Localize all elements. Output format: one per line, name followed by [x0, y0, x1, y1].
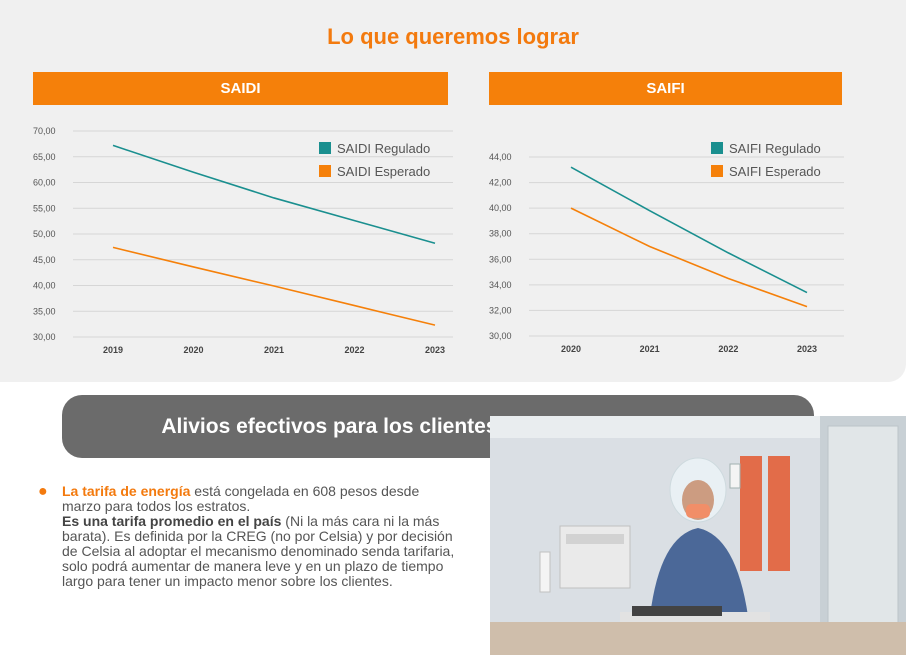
saifi-y-tick: 32,00 [489, 305, 512, 315]
saidi-y-tick: 40,00 [33, 281, 56, 291]
saidi-x-tick: 2022 [344, 345, 364, 355]
saifi-x-tick: 2022 [718, 344, 738, 354]
saidi-legend-swatch-2 [319, 165, 331, 177]
saifi-y-tick: 34,00 [489, 280, 512, 290]
saidi-line-chart: 70,00 65,00 60,00 55,00 50,00 45,00 40,00 35,00… [33, 126, 453, 355]
saidi-y-tick: 30,00 [33, 332, 56, 342]
saifi-x-tick: 2023 [797, 344, 817, 354]
page-title: Lo que queremos lograr [327, 24, 579, 49]
saifi-y-tick: 42,00 [489, 178, 512, 188]
saidi-y-tick: 55,00 [33, 203, 56, 213]
tariff-bullet: ● La tarifa de energía está congelada en… [38, 483, 460, 589]
tariff-highlight: La tarifa de energía [62, 483, 191, 499]
saidi-x-tick: 2020 [183, 345, 203, 355]
saifi-legend-label-2: SAIFI Esperado [729, 164, 821, 179]
saidi-series-line-2 [112, 246, 436, 326]
saidi-y-tick: 60,00 [33, 178, 56, 188]
saifi-x-tick: 2020 [561, 344, 581, 354]
tariff-text-1: está congelada en 608 pesos desde marzo … [62, 483, 420, 514]
saidi-legend-label-2: SAIDI Esperado [337, 164, 430, 179]
saidi-y-tick: 70,00 [33, 126, 56, 136]
saidi-legend-swatch-1 [319, 142, 331, 154]
saidi-legend-label-1: SAIDI Regulado [337, 141, 430, 156]
saifi-y-tick: 36,00 [489, 254, 512, 264]
saidi-series-line-1 [112, 144, 436, 245]
saidi-y-tick: 35,00 [33, 306, 56, 316]
saifi-header: SAIFI [489, 72, 842, 105]
results-panel [0, 0, 906, 382]
saidi-y-tick: 45,00 [33, 255, 56, 265]
saifi-legend-label-1: SAIFI Regulado [729, 141, 821, 156]
saifi-y-tick: 40,00 [489, 203, 512, 213]
saidi-x-tick: 2019 [103, 345, 123, 355]
saidi-x-tick: 2021 [264, 345, 284, 355]
saifi-series-line-2 [570, 207, 808, 308]
tariff-text-2: (Ni la más cara ni la más barata). Es de… [62, 513, 455, 589]
tariff-strong: Es una tarifa promedio en el país [62, 513, 282, 529]
saidi-y-tick: 65,00 [33, 152, 56, 162]
saidi-header: SAIDI [33, 72, 448, 105]
saifi-series-line-1 [570, 166, 808, 294]
saifi-legend-swatch-2 [711, 165, 723, 177]
saifi-y-tick: 44,00 [489, 152, 512, 162]
saifi-line-chart: 44,00 42,00 40,00 38,00 36,00 34,00 32,00 30,00… [489, 141, 844, 354]
saidi-x-tick: 2023 [425, 345, 445, 355]
saidi-y-tick: 50,00 [33, 229, 56, 239]
bullet-dot: ● [38, 483, 48, 500]
office-photo [490, 416, 906, 655]
saifi-y-tick: 30,00 [489, 331, 512, 341]
saifi-y-tick: 38,00 [489, 229, 512, 239]
saifi-x-tick: 2021 [640, 344, 660, 354]
saifi-legend-swatch-1 [711, 142, 723, 154]
bullet-paragraph: La tarifa de energía está congelada en 6… [62, 484, 460, 589]
